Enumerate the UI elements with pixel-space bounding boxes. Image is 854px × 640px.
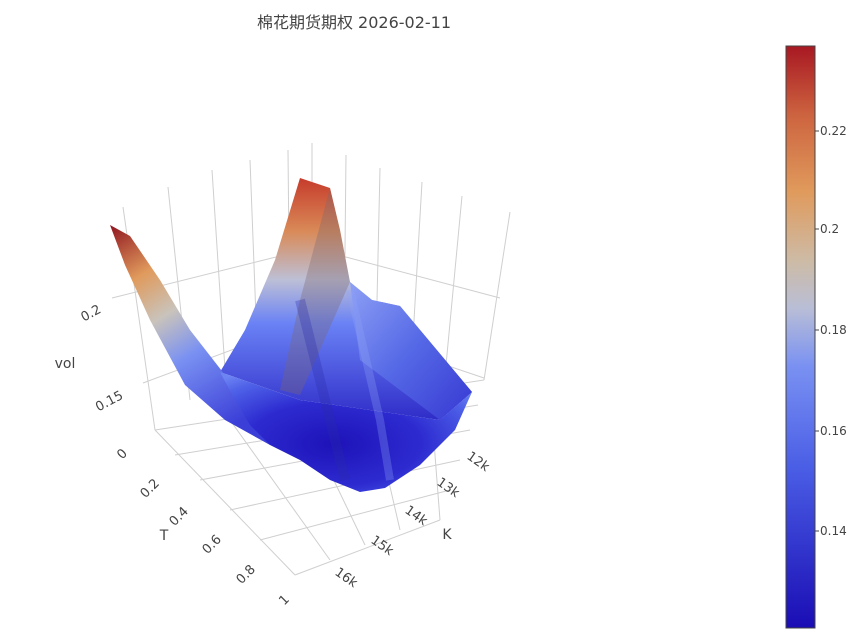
t-tick-label: 0.8 <box>234 562 259 587</box>
colorbar-gradient <box>785 45 816 629</box>
colorbar-tick: 0.16 <box>820 424 847 438</box>
t-tick-label: 0.4 <box>167 504 192 529</box>
surface-main-bowl <box>220 372 472 492</box>
colorbar-tick: 0.14 <box>820 524 847 538</box>
surface-ridge <box>350 282 472 420</box>
k-tick-label: 12k <box>464 449 493 475</box>
surface-streak <box>346 289 394 481</box>
colorbar-tick: 0.22 <box>820 124 847 138</box>
z-tick-label: 0.2 <box>79 302 104 325</box>
vol-surface <box>110 178 472 492</box>
z-tick-label: 0.15 <box>93 388 126 415</box>
k-tick-label: 15k <box>368 533 397 559</box>
chart-title: 棉花期货期权 2026-02-11 <box>257 13 451 32</box>
k-axis-title: K <box>442 527 452 543</box>
surface-streak <box>295 298 350 482</box>
t-axis-title: T <box>159 528 169 544</box>
t-tick-label: 1 <box>276 592 292 608</box>
colorbar-tick: 0.18 <box>820 323 847 337</box>
colorbar: 0.22 0.2 0.18 0.16 0.14 <box>785 45 847 629</box>
k-tick-label: 16k <box>332 565 361 591</box>
surface-peak-shadow <box>280 188 350 395</box>
t-tick-label: 0.2 <box>138 476 163 501</box>
t-tick-label: 0.6 <box>200 532 225 557</box>
t-tick-label: 0 <box>114 446 130 462</box>
z-axis-title: vol <box>55 356 76 372</box>
colorbar-tick: 0.2 <box>820 222 839 236</box>
